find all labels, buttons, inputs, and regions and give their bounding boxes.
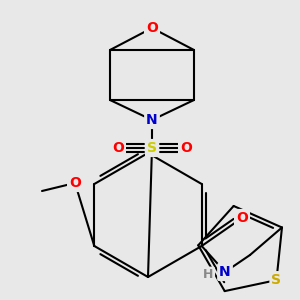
Text: N: N [146,113,158,127]
Text: O: O [236,211,248,225]
Text: O: O [180,141,192,155]
Text: S: S [147,141,157,155]
Text: O: O [69,176,81,190]
Text: O: O [146,21,158,35]
Text: O: O [112,141,124,155]
Text: H: H [203,268,213,281]
Text: S: S [272,273,281,287]
Text: N: N [219,265,231,279]
